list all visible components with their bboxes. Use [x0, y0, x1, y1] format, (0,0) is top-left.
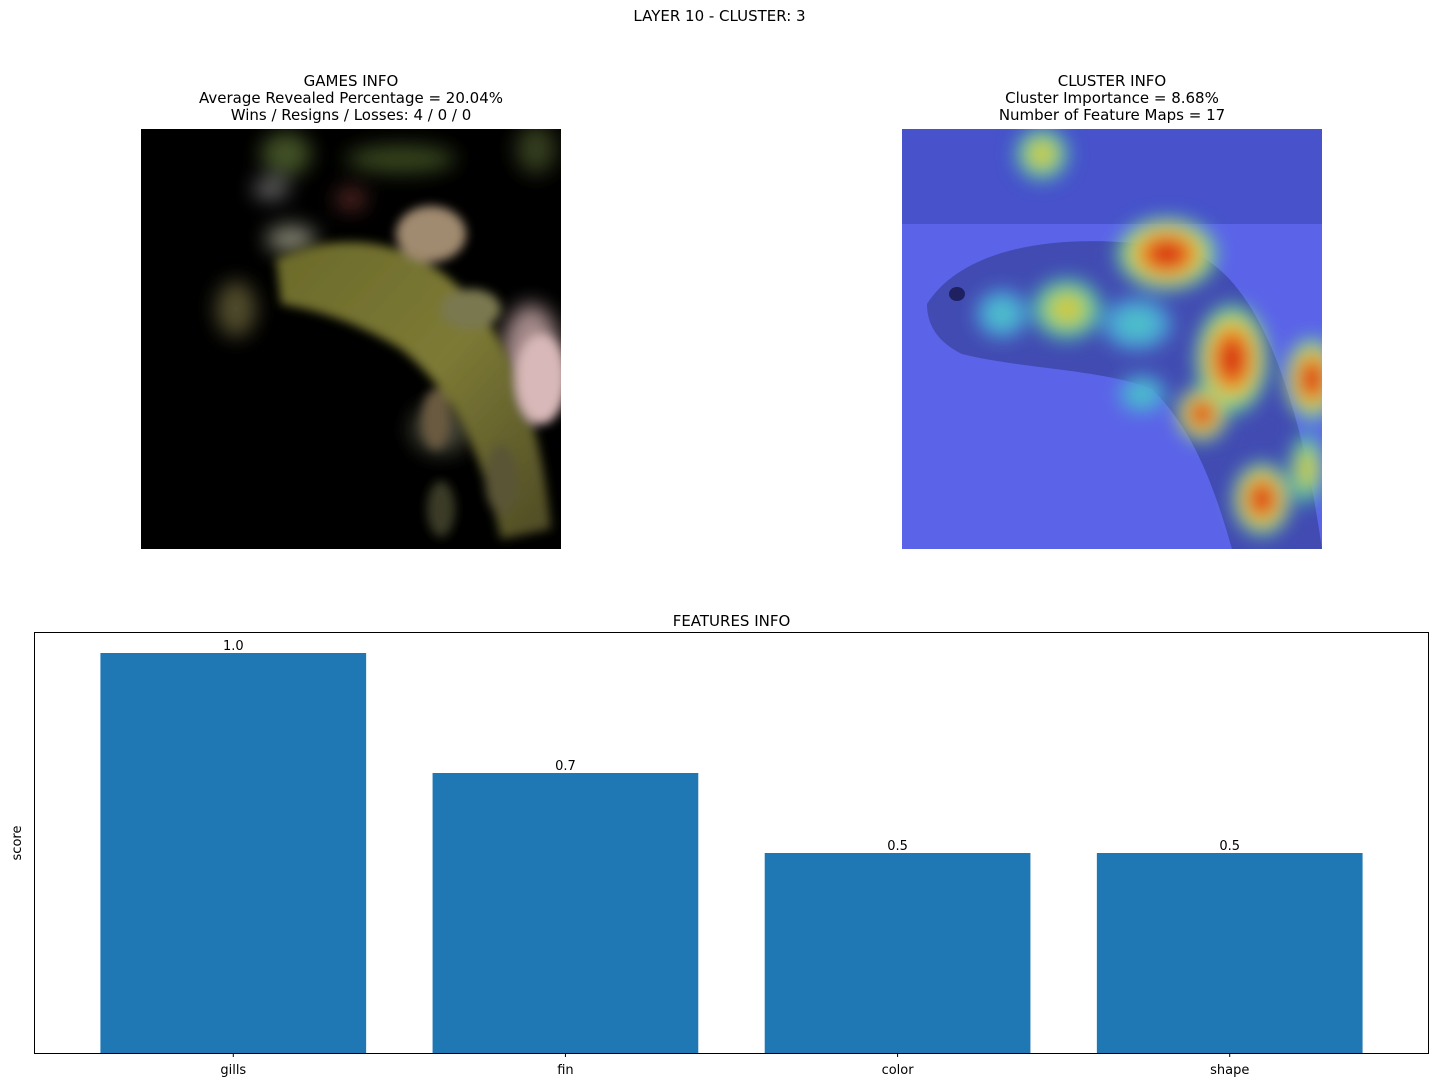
x-tick-label-fin: fin	[557, 1063, 573, 1078]
chart-title: FEATURES INFO	[672, 612, 791, 630]
x-tick-label-color: color	[882, 1063, 915, 1078]
bars-group	[100, 653, 1363, 1053]
games-info-heading: GAMES INFO	[303, 72, 399, 90]
games-info-title: GAMES INFO Average Revealed Percentage =…	[141, 73, 561, 124]
x-tick-labels-group: gills fin color shape	[220, 1053, 1249, 1078]
figure-title: LAYER 10 - CLUSTER: 3	[633, 7, 806, 25]
value-label-color: 0.5	[887, 839, 908, 854]
value-label-gills: 1.0	[223, 639, 244, 654]
cluster-importance: Cluster Importance = 8.68%	[1005, 89, 1219, 107]
x-tick-label-shape: shape	[1210, 1063, 1249, 1078]
plot-area-frame	[34, 632, 1429, 1054]
bar-fin	[432, 773, 699, 1053]
cluster-heatmap-image	[902, 129, 1322, 549]
value-labels-group: 1.0 0.7 0.5 0.5	[223, 639, 1240, 854]
bar-shape	[1096, 853, 1363, 1053]
y-axis-label: score	[10, 826, 25, 861]
bar-gills	[100, 653, 367, 1053]
bar-color	[764, 853, 1031, 1053]
wins-resigns-losses: Wins / Resigns / Losses: 4 / 0 / 0	[230, 106, 472, 124]
x-tick-label-gills: gills	[220, 1063, 246, 1078]
value-label-fin: 0.7	[555, 759, 576, 774]
cluster-info-title: CLUSTER INFO Cluster Importance = 8.68% …	[902, 73, 1322, 124]
number-of-feature-maps: Number of Feature Maps = 17	[998, 106, 1226, 124]
cluster-info-heading: CLUSTER INFO	[1057, 72, 1167, 90]
average-revealed-percentage: Average Revealed Percentage = 20.04%	[198, 89, 503, 107]
value-label-shape: 0.5	[1219, 839, 1240, 854]
revealed-fish-image	[141, 129, 561, 549]
